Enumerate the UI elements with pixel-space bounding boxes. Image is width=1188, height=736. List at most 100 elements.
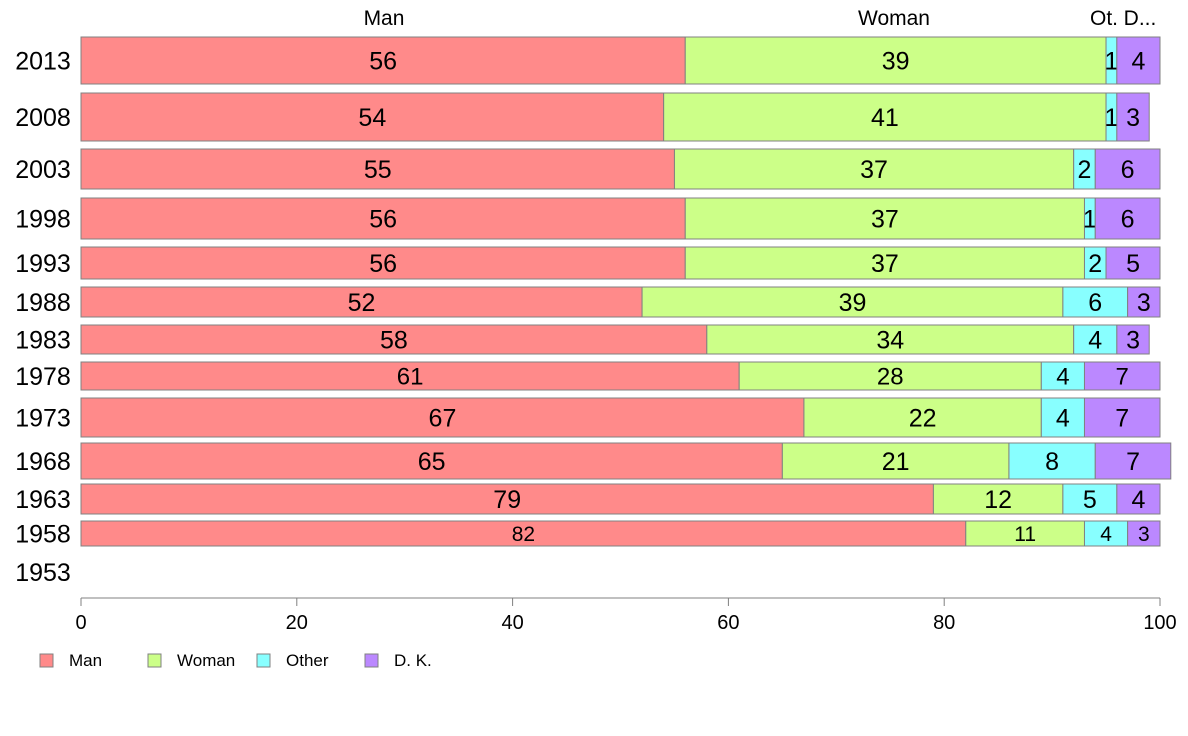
data-label: 28: [877, 363, 904, 390]
legend: Man Woman Other D. K.: [39, 651, 432, 670]
bar-segment-d-k: [1083, 397, 1161, 438]
year-labels: 2013 2008 2003 1998 1993 1988 1983 1978 1973 1968…: [15, 48, 71, 588]
data-label: 56: [369, 47, 397, 75]
data-label: 8: [1045, 448, 1059, 476]
bar-segment-man: [80, 361, 740, 391]
data-label: 4: [1056, 404, 1070, 432]
data-label: 4: [1088, 326, 1102, 354]
legend-label-other: Other: [286, 651, 329, 670]
legend-label-woman: Woman: [177, 651, 235, 670]
x-tick-label: 80: [933, 612, 955, 634]
bar-segment-woman: [684, 197, 1085, 240]
data-label: 67: [429, 404, 457, 432]
data-label: 1: [1104, 47, 1118, 75]
data-label: 6: [1121, 205, 1135, 233]
data-label: 58: [380, 326, 408, 354]
data-label: 3: [1126, 326, 1140, 354]
data-label: 11: [1014, 523, 1036, 546]
data-label: 21: [882, 448, 910, 476]
top-label-ot: Ot.: [1090, 7, 1118, 30]
bar-segment-man: [80, 324, 708, 355]
data-label: 56: [369, 250, 397, 278]
bar-segment-other: [1073, 324, 1118, 355]
data-label: 65: [418, 448, 446, 476]
legend-swatch-woman: [147, 653, 162, 668]
legend-label-man: Man: [69, 651, 102, 670]
data-label: 3: [1138, 523, 1150, 546]
bar-segment-woman: [803, 397, 1042, 438]
data-label: 1: [1104, 104, 1118, 132]
bar-segment-other: [1040, 397, 1085, 438]
bar-segment-d-k: [1094, 197, 1161, 240]
bar-segment-man: [80, 442, 783, 480]
bar-segment-woman: [684, 246, 1085, 280]
bars: 56 39 1 454 41 1 355 37 2 656 37 1 656 37 2 552 39 6 358 34…: [80, 36, 1172, 547]
bar-segment-d-k: [1116, 483, 1161, 515]
year-label: 2013: [15, 48, 71, 76]
year-label: 1973: [15, 405, 71, 433]
legend-label-d-k: D. K.: [394, 651, 432, 670]
legend-swatch-other: [256, 653, 271, 668]
data-label: 55: [364, 156, 392, 184]
year-label: 1983: [15, 327, 71, 355]
year-label: 1953: [15, 559, 71, 587]
data-label: 1: [1083, 205, 1097, 233]
bar-segment-woman: [965, 520, 1085, 547]
data-label: 3: [1126, 104, 1140, 132]
data-label: 4: [1056, 363, 1069, 390]
x-tick-label: 40: [501, 612, 523, 634]
bar-segment-d-k: [1116, 92, 1150, 142]
bar-segment-man: [80, 148, 675, 190]
bar-segment-woman: [641, 286, 1064, 318]
data-label: 7: [1116, 363, 1129, 390]
data-label: 7: [1115, 404, 1129, 432]
year-label: 1963: [15, 486, 71, 514]
data-label: 7: [1126, 448, 1140, 476]
bar-segment-woman: [781, 442, 1010, 480]
top-label-d: D...: [1124, 7, 1157, 30]
data-label: 39: [839, 289, 867, 317]
bar-segment-d-k: [1094, 148, 1161, 190]
data-label: 34: [876, 326, 904, 354]
bar-segment-woman: [706, 324, 1075, 355]
data-label: 4: [1131, 486, 1145, 514]
data-label: 4: [1100, 523, 1112, 546]
data-label: 54: [358, 104, 386, 132]
data-label: 22: [909, 404, 937, 432]
bar-segment-man: [80, 197, 686, 240]
data-label: 82: [512, 523, 535, 546]
data-label: 5: [1083, 486, 1097, 514]
bar-segment-other: [1040, 361, 1085, 391]
data-label: 37: [871, 205, 899, 233]
year-label: 1968: [15, 448, 71, 476]
year-label: 1958: [15, 521, 71, 549]
data-label: 5: [1126, 250, 1140, 278]
year-label: 1978: [15, 363, 71, 391]
x-axis: 0 20 40 60 80 100: [75, 597, 1177, 634]
legend-swatch-d-k: [364, 653, 379, 668]
bar-segment-other: [1062, 483, 1118, 515]
bar-segment-other: [1062, 286, 1129, 318]
bar-segment-woman: [738, 361, 1042, 391]
bar-segment-man: [80, 246, 686, 280]
bar-segment-d-k: [1127, 520, 1161, 547]
legend-swatch-man: [39, 653, 54, 668]
data-label: 6: [1121, 156, 1135, 184]
data-label: 2: [1078, 156, 1092, 184]
bar-segment-man: [80, 483, 934, 515]
data-label: 79: [493, 486, 521, 514]
top-labels: Man Woman Ot. D...: [364, 7, 1157, 30]
bar-segment-woman: [932, 483, 1064, 515]
bar-segment-other: [1008, 442, 1096, 480]
bar-segment-woman: [684, 36, 1107, 85]
x-tick-label: 0: [75, 612, 86, 634]
data-label: 52: [348, 289, 376, 317]
bar-segment-d-k: [1127, 286, 1161, 318]
x-tick-label: 20: [286, 612, 308, 634]
x-tick-label: 100: [1143, 612, 1176, 634]
data-label: 2: [1088, 250, 1102, 278]
bar-segment-man: [80, 520, 967, 547]
year-label: 2008: [15, 104, 71, 132]
bar-segment-d-k: [1083, 361, 1161, 391]
